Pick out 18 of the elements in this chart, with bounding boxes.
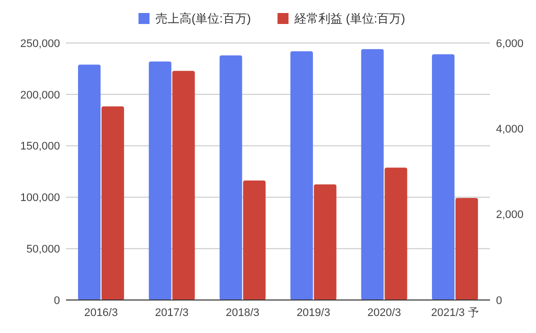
legend-label: 経常利益 (単位:百万) bbox=[294, 12, 406, 26]
y-tick-label: 100,000 bbox=[20, 192, 60, 204]
y2-tick-label: 0 bbox=[496, 294, 502, 307]
x-tick-label: 2021/3 予 bbox=[431, 307, 479, 319]
y-tick-label: 200,000 bbox=[20, 89, 60, 102]
y-tick-label: 50,000 bbox=[26, 243, 60, 256]
y2-tick-label: 4,000 bbox=[496, 124, 524, 136]
x-tick-label: 2019/3 bbox=[296, 307, 330, 319]
x-tick-label: 2020/3 bbox=[367, 307, 402, 319]
x-tick-label: 2017/3 bbox=[154, 307, 189, 319]
x-tick-label: 2018/3 bbox=[226, 307, 260, 319]
x-tick-label: 2016/3 bbox=[84, 307, 118, 319]
y-tick-label: 250,000 bbox=[20, 38, 60, 50]
y2-tick-label: 6,000 bbox=[496, 38, 524, 50]
legend-label: 売上高(単位:百万) bbox=[156, 12, 251, 26]
y-tick-label: 150,000 bbox=[20, 140, 60, 153]
y2-tick-label: 2,000 bbox=[496, 209, 524, 222]
y-tick-label: 0 bbox=[54, 294, 60, 307]
